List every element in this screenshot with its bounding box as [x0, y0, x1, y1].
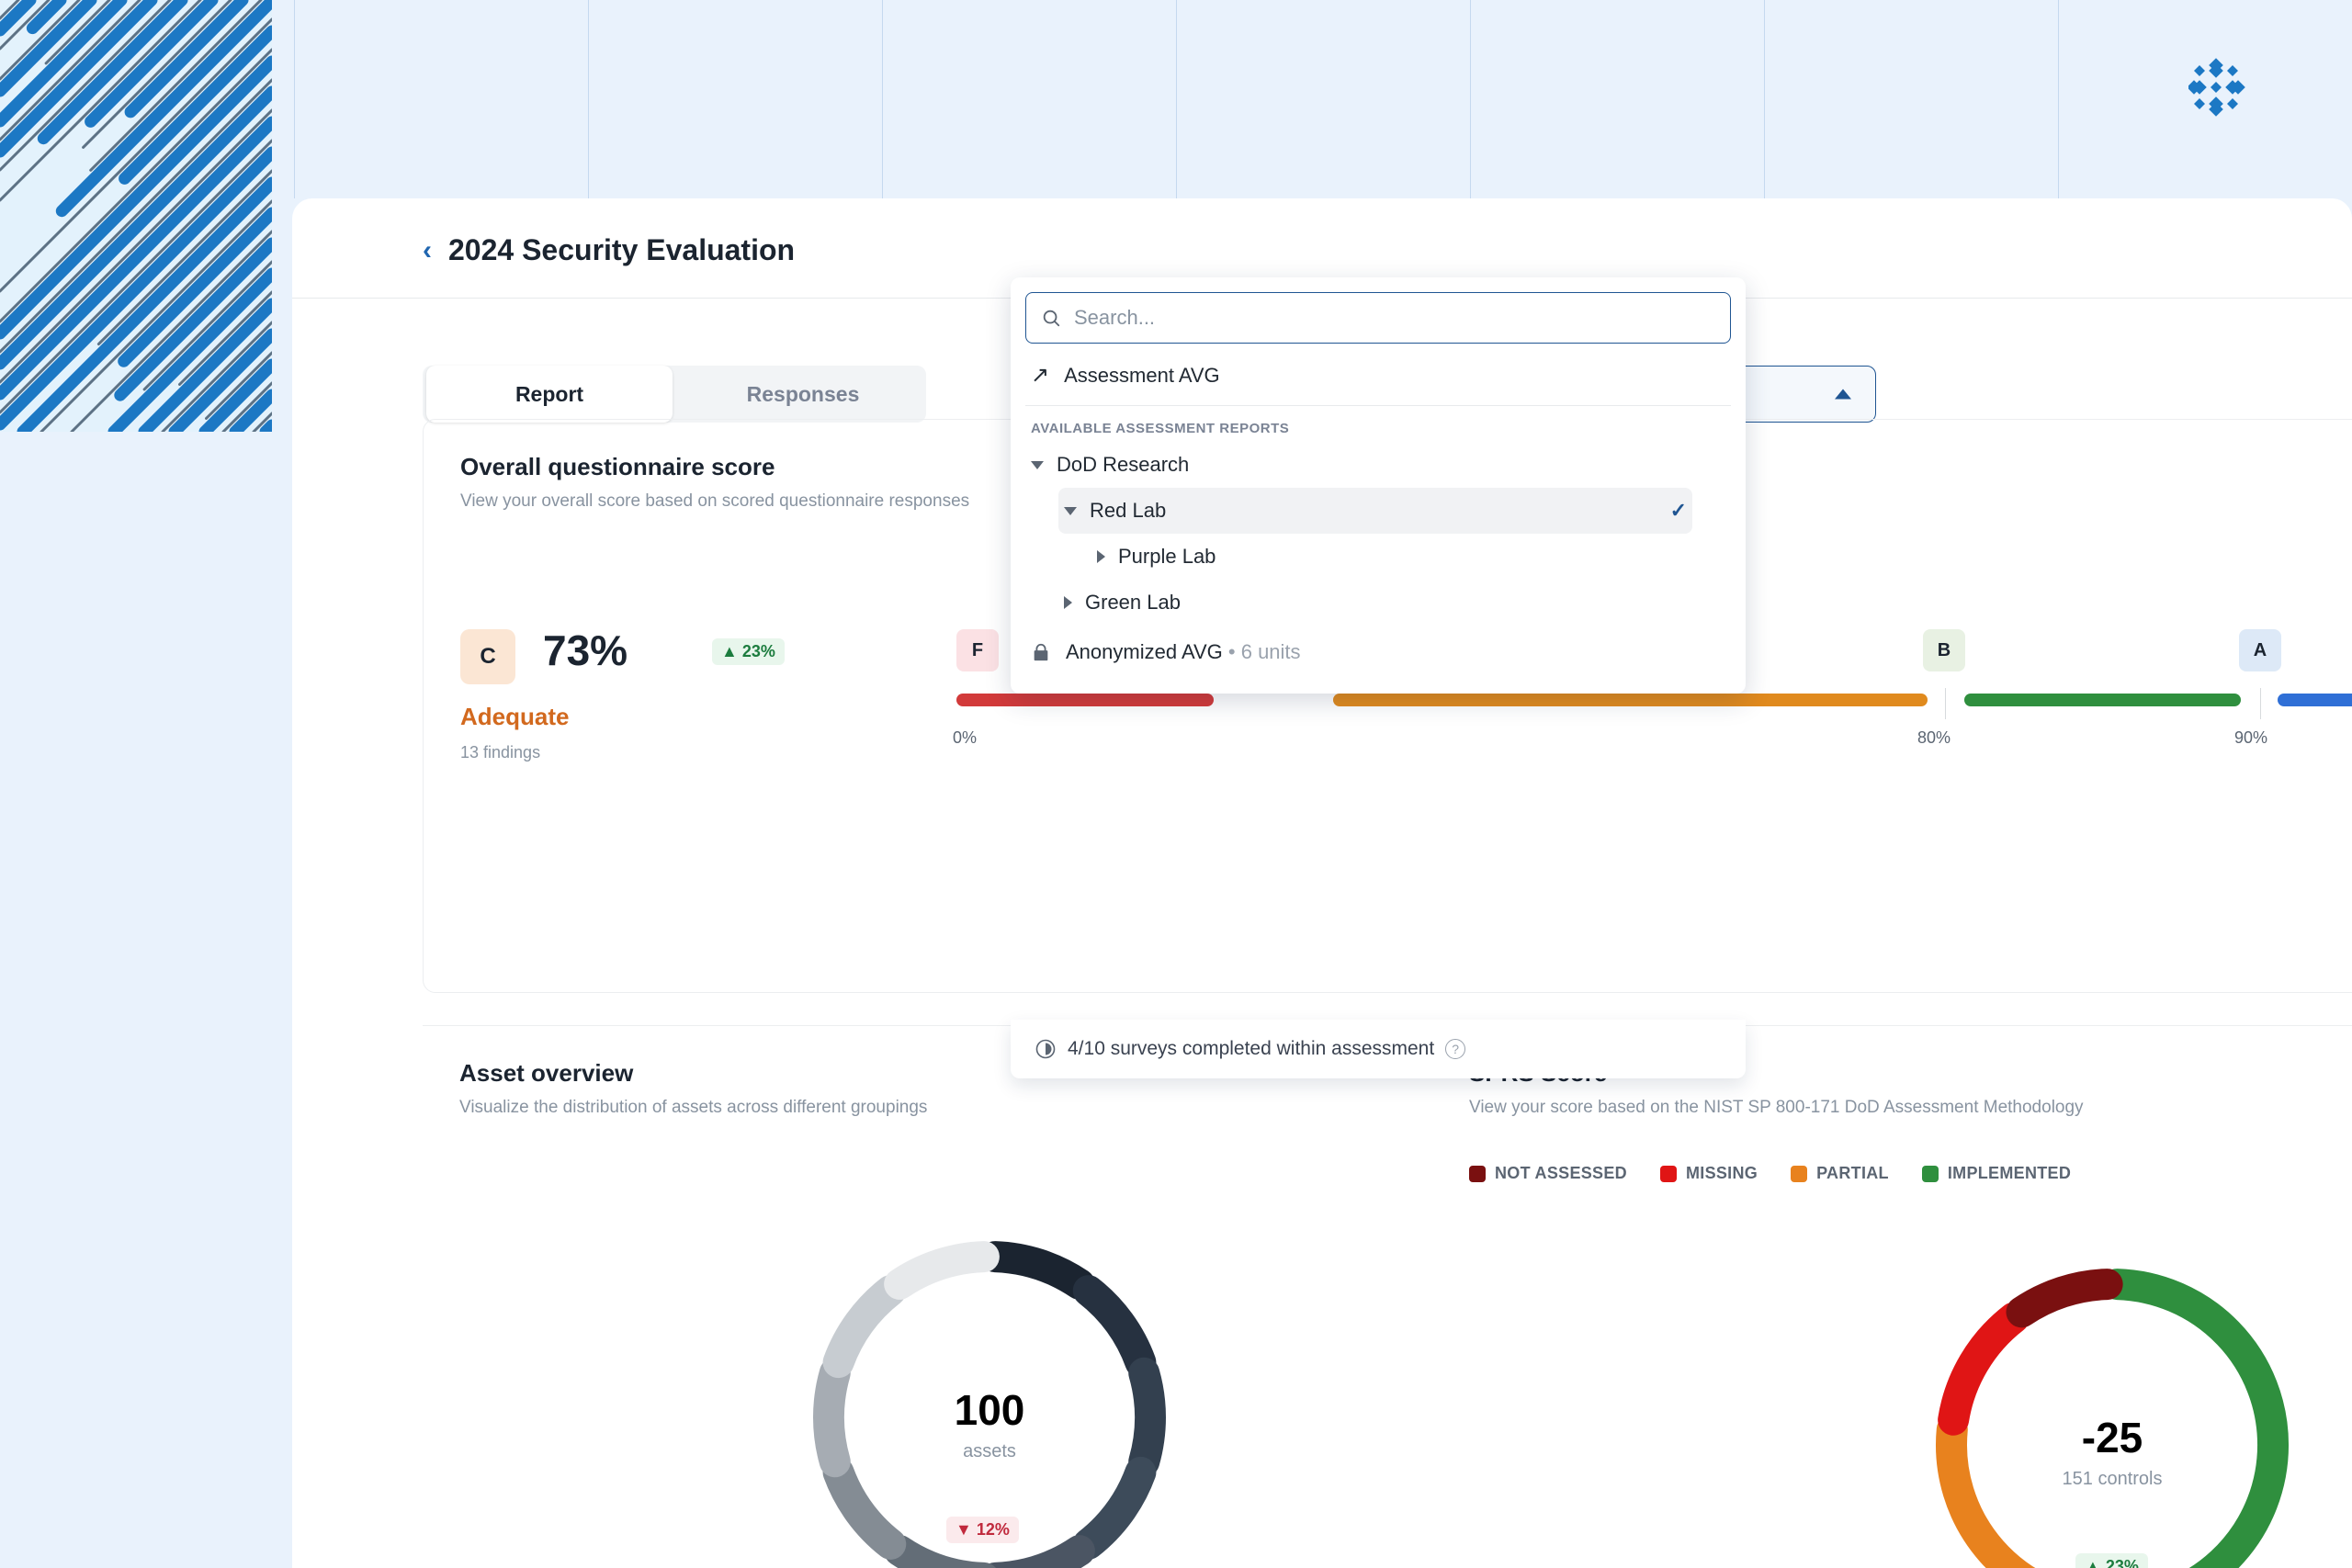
svg-text:151 controls: 151 controls — [2063, 1469, 2163, 1489]
svg-text:-25: -25 — [2082, 1414, 2143, 1461]
svg-text:100: 100 — [955, 1386, 1025, 1434]
svg-text:assets: assets — [963, 1441, 1016, 1461]
